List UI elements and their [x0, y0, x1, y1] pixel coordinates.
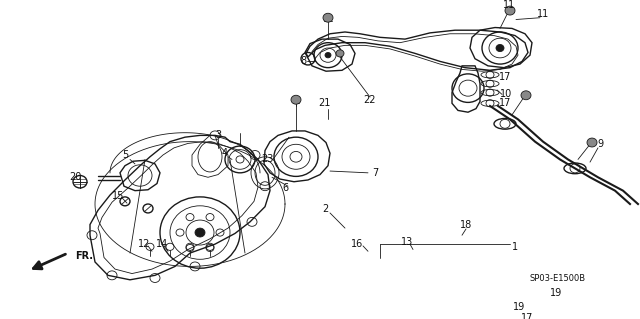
Text: 13: 13	[401, 237, 413, 247]
Circle shape	[323, 13, 333, 22]
Text: 17: 17	[521, 313, 533, 319]
Text: 9: 9	[597, 139, 603, 149]
Text: 7: 7	[372, 168, 378, 178]
Text: SP03-E1500B: SP03-E1500B	[530, 273, 586, 283]
Text: 5: 5	[122, 150, 128, 160]
Text: 11: 11	[537, 9, 549, 19]
Circle shape	[195, 228, 205, 237]
Text: 19: 19	[513, 301, 525, 312]
Text: 19: 19	[550, 288, 562, 298]
Text: FR.: FR.	[75, 251, 93, 261]
Circle shape	[325, 53, 331, 58]
Text: 4: 4	[222, 148, 228, 158]
Text: 15: 15	[112, 191, 124, 201]
Text: 21: 21	[318, 98, 330, 108]
Text: 11: 11	[503, 0, 515, 10]
Circle shape	[336, 50, 344, 57]
Circle shape	[505, 6, 515, 15]
Text: 17: 17	[499, 71, 511, 82]
Text: 3: 3	[215, 130, 221, 140]
Text: 2: 2	[322, 204, 328, 214]
Text: 17: 17	[499, 98, 511, 108]
Text: 10: 10	[500, 89, 512, 100]
Circle shape	[496, 44, 504, 52]
Circle shape	[587, 138, 597, 147]
Text: 1: 1	[512, 242, 518, 252]
Text: 22: 22	[364, 95, 376, 105]
Text: 20: 20	[69, 172, 81, 182]
Text: 16: 16	[351, 239, 363, 249]
Text: 8: 8	[300, 56, 306, 66]
Text: 12: 12	[138, 239, 150, 249]
Circle shape	[291, 95, 301, 104]
Circle shape	[521, 91, 531, 100]
Text: 23: 23	[261, 154, 273, 165]
Text: 6: 6	[282, 183, 288, 193]
Text: 18: 18	[460, 219, 472, 230]
Text: 14: 14	[156, 239, 168, 249]
